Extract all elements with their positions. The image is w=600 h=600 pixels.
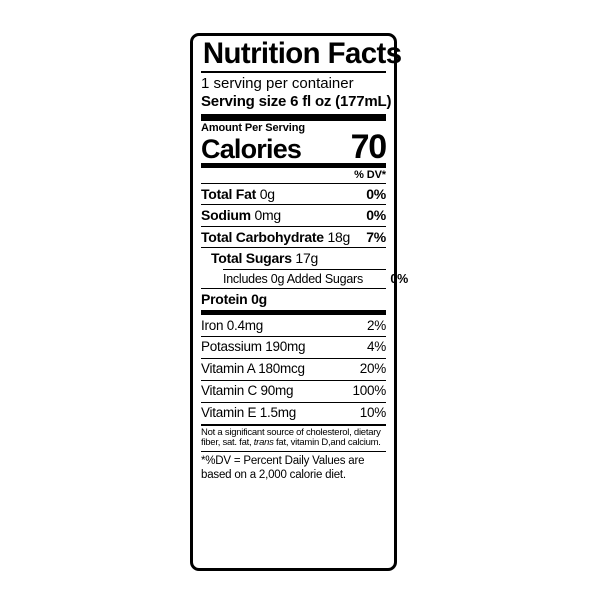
micronutrient-dv-vitamin-a: 20% bbox=[359, 361, 387, 377]
nutrient-name-total-sugars-text: Total Sugars bbox=[211, 250, 292, 267]
nutrient-name-protein: Protein 0g bbox=[201, 291, 267, 308]
nutrient-row-total-fat: Total Fat 0g 0% bbox=[201, 184, 386, 205]
footnote-dv-line2: based on a 2,000 calorie diet. bbox=[201, 468, 346, 481]
footnote-trans-italic: trans bbox=[253, 437, 274, 449]
serving-size: Serving size 6 fl oz (177mL) bbox=[201, 93, 392, 111]
footnote-not-significant-line2: fiber, sat. fat, trans fat, vitamin D,an… bbox=[201, 438, 386, 449]
nutrient-row-total-carbohydrate: Total Carbohydrate 18g 7% bbox=[201, 227, 386, 248]
nutrient-name-sodium: Sodium 0mg bbox=[201, 207, 281, 224]
nutrient-name-sodium-text: Sodium bbox=[201, 207, 251, 224]
nutrient-amount-total-fat: 0g bbox=[259, 185, 275, 202]
divider-under-title bbox=[201, 70, 386, 73]
nutrient-amount-total-sugars: 17g bbox=[295, 250, 319, 267]
nutrient-row-protein: Protein 0g bbox=[201, 289, 386, 310]
footnote-not-significant-line2-a: fiber, sat. fat, bbox=[201, 437, 254, 449]
divider-after-vitamin-a bbox=[201, 379, 386, 381]
divider-above-micronutrients bbox=[201, 310, 386, 315]
footnote-not-significant-line1: Not a significant source of cholesterol,… bbox=[201, 426, 381, 438]
divider-above-footnote bbox=[201, 423, 386, 426]
divider-after-added-sugars bbox=[201, 288, 386, 290]
nutrient-dv-total-carbohydrate: 7% bbox=[366, 228, 386, 245]
divider-under-dv-header bbox=[201, 182, 386, 184]
nutrient-dv-sodium: 0% bbox=[366, 207, 386, 224]
nutrient-row-added-sugars: Includes 0g Added Sugars 0% bbox=[201, 270, 408, 289]
nutrient-name-total-sugars: Total Sugars 17g bbox=[211, 250, 318, 267]
nutrient-name-protein-text: Protein bbox=[201, 291, 248, 308]
divider-after-sodium bbox=[201, 225, 386, 227]
micronutrient-row-vitamin-e: Vitamin E 1.5mg 10% bbox=[201, 403, 386, 424]
nutrient-amount-protein: 0g bbox=[251, 291, 267, 308]
divider-under-calories bbox=[201, 163, 386, 169]
nutrient-name-total-fat: Total Fat 0g bbox=[201, 186, 275, 203]
nutrient-dv-added-sugars: 0% bbox=[390, 271, 408, 286]
micronutrient-name-vitamin-c: Vitamin C 90mg bbox=[201, 383, 294, 399]
micronutrient-row-iron: Iron 0.4mg 2% bbox=[201, 315, 386, 336]
servings-per-container: 1 serving per container bbox=[201, 74, 354, 92]
nutrient-name-total-carbohydrate-text: Total Carbohydrate bbox=[201, 228, 324, 245]
micronutrient-dv-potassium: 4% bbox=[366, 339, 386, 355]
footnote-dv-line1: *%DV = Percent Daily Values are bbox=[201, 455, 365, 468]
footnote-not-significant-source: Not a significant source of cholesterol,… bbox=[201, 426, 386, 452]
daily-value-header: % DV* bbox=[354, 169, 386, 182]
page-title: Nutrition Facts bbox=[202, 37, 402, 70]
micronutrient-dv-vitamin-c: 100% bbox=[352, 383, 386, 399]
micronutrient-dv-iron: 2% bbox=[366, 317, 386, 333]
nutrient-dv-total-fat: 0% bbox=[366, 185, 386, 202]
footnote-not-significant-line2-b: fat, vitamin D,and calcium. bbox=[273, 437, 381, 449]
calories-label: Calories bbox=[201, 134, 302, 165]
nutrient-name-total-carbohydrate: Total Carbohydrate 18g bbox=[201, 229, 350, 246]
footnote-daily-value: *%DV = Percent Daily Values are based on… bbox=[201, 452, 386, 483]
micronutrient-row-vitamin-a: Vitamin A 180mcg 20% bbox=[201, 359, 386, 380]
nutrient-amount-total-carbohydrate: 18g bbox=[327, 228, 351, 245]
divider-thick-above-calories bbox=[201, 113, 386, 121]
nutrient-name-total-fat-text: Total Fat bbox=[201, 185, 257, 202]
calories-row: Calories 70 bbox=[201, 127, 388, 166]
divider-after-potassium bbox=[201, 357, 386, 359]
calories-value: 70 bbox=[350, 127, 388, 166]
micronutrient-dv-vitamin-e: 10% bbox=[359, 405, 387, 421]
divider-above-dv-footnote bbox=[201, 451, 386, 453]
divider-after-total-carbohydrate bbox=[201, 247, 386, 249]
nutrient-row-total-sugars: Total Sugars 17g bbox=[201, 248, 396, 269]
nutrient-row-sodium: Sodium 0mg 0% bbox=[201, 205, 386, 226]
micronutrient-name-iron: Iron 0.4mg bbox=[201, 317, 264, 333]
micronutrient-name-vitamin-e: Vitamin E 1.5mg bbox=[201, 405, 297, 421]
divider-after-vitamin-c bbox=[201, 401, 386, 403]
amount-per-serving-label: Amount Per Serving bbox=[201, 121, 305, 134]
nutrition-facts-label: Nutrition Facts 1 serving per container … bbox=[190, 33, 408, 571]
divider-after-total-sugars bbox=[223, 268, 386, 270]
divider-after-iron bbox=[201, 335, 386, 337]
nutrient-name-added-sugars: Includes 0g Added Sugars bbox=[223, 271, 363, 286]
micronutrient-name-potassium: Potassium 190mg bbox=[201, 339, 306, 355]
micronutrient-row-vitamin-c: Vitamin C 90mg 100% bbox=[201, 381, 386, 402]
nutrient-amount-sodium: 0mg bbox=[254, 207, 281, 224]
micronutrient-row-potassium: Potassium 190mg 4% bbox=[201, 337, 386, 358]
micronutrient-name-vitamin-a: Vitamin A 180mcg bbox=[201, 361, 305, 377]
divider-after-total-fat bbox=[201, 204, 386, 206]
